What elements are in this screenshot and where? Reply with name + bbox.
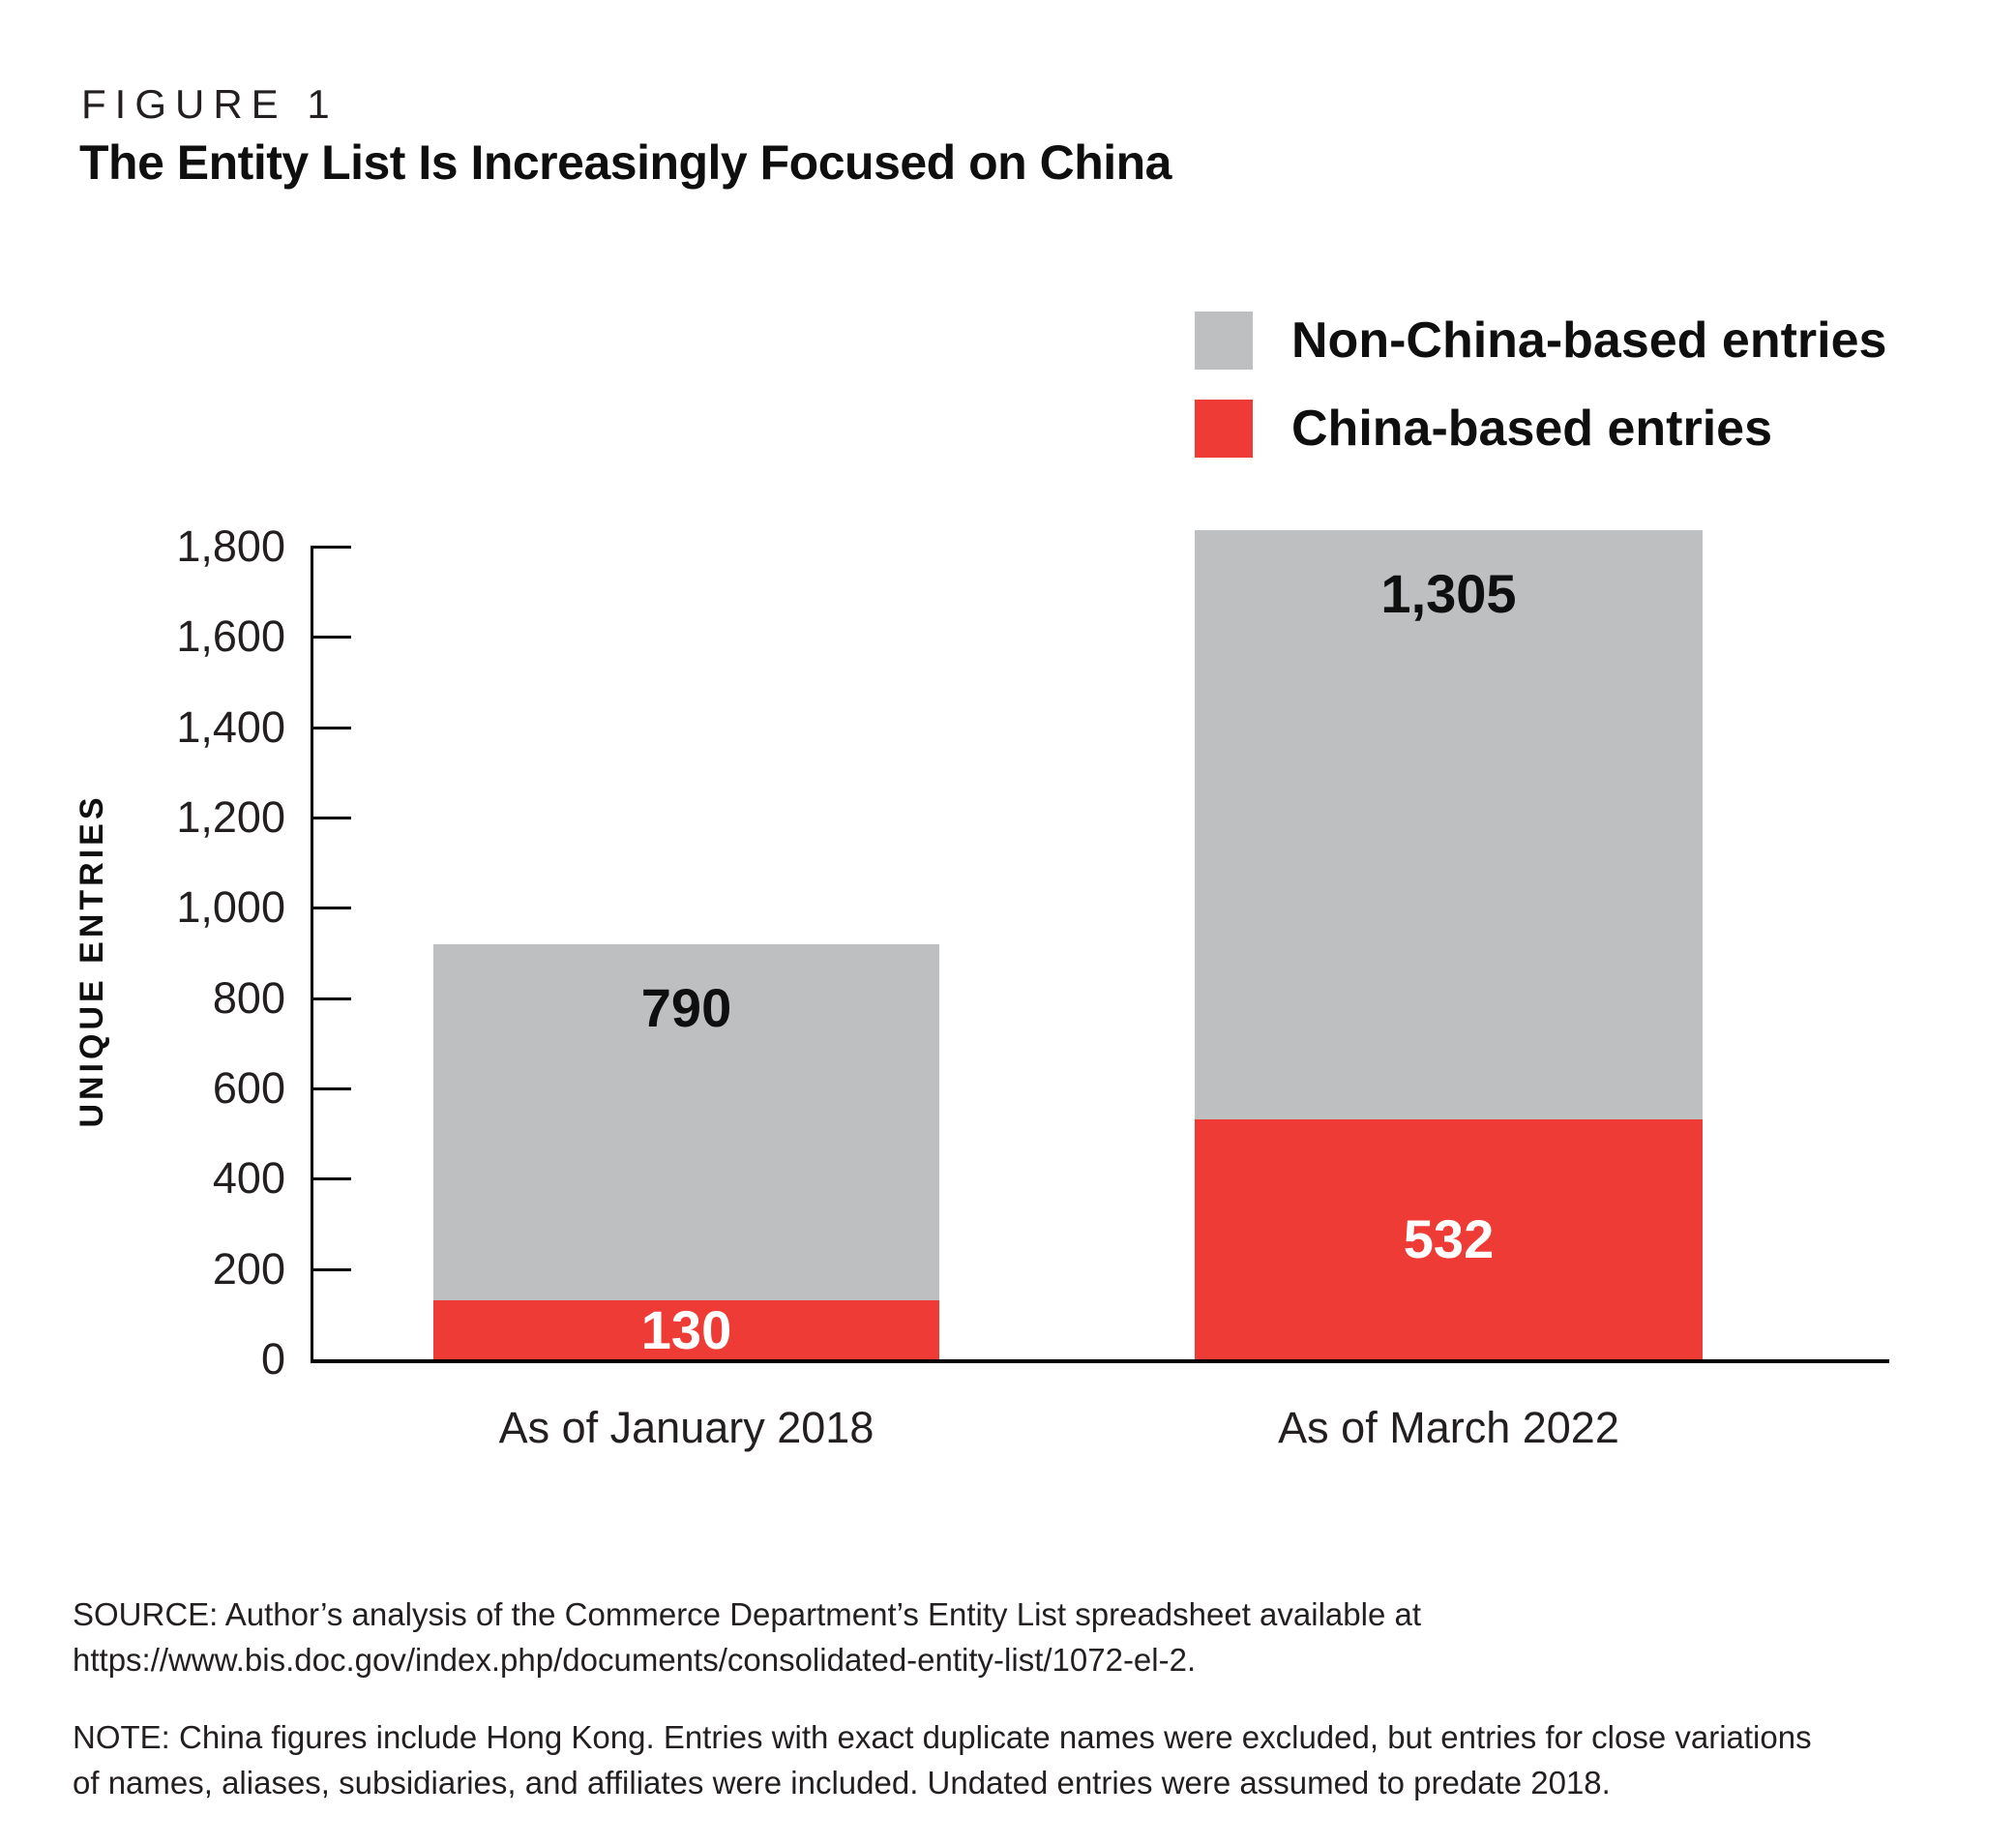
y-axis-tick-label: 1,800 [176,521,285,571]
segment-china-2018: 130 [433,1300,939,1359]
y-axis-tick-label: 1,600 [176,611,285,662]
y-axis-tick [311,726,351,729]
y-axis-tick-label: 600 [212,1063,285,1113]
y-axis-tick-label: 1,000 [176,882,285,933]
x-axis-label-march-2022: As of March 2022 [1278,1403,1619,1452]
y-axis-tick [311,546,351,549]
y-axis-tick [311,636,351,640]
y-axis-line [311,547,313,1361]
segment-non-china-2018: 790 [433,943,939,1301]
value-label-china-2018: 130 [640,1298,732,1360]
y-axis-tick [311,997,351,1000]
note-text: NOTE: China figures include Hong Kong. E… [73,1714,1969,1805]
legend-label-non-china: Non-China-based entries [1291,312,1887,369]
source-line-2: https://www.bis.doc.gov/index.php/docume… [73,1642,1197,1678]
y-axis-tick-label: 200 [212,1243,285,1294]
y-axis-tick-label: 0 [260,1334,285,1384]
y-axis-tick [311,817,351,819]
value-label-non-china-2022: 1,305 [1380,562,1517,624]
value-label-china-2022: 532 [1403,1207,1495,1269]
bar-as-of-january-2018: 790 130 [433,943,939,1359]
y-axis-tick [311,1177,351,1181]
source-line-1: SOURCE: Author’s analysis of the Commerc… [73,1596,1421,1632]
segment-non-china-2022: 1,305 [1195,529,1703,1119]
source-text: SOURCE: Author’s analysis of the Commerc… [73,1592,1969,1682]
note-line-2: of names, aliases, subsidiaries, and aff… [73,1765,1611,1800]
y-axis-tick-label: 400 [212,1153,285,1204]
chart-title: The Entity List Is Increasingly Focused … [79,135,1171,190]
legend-swatch-non-china [1195,312,1253,370]
figure-label: FIGURE 1 [81,81,339,127]
note-line-1: NOTE: China figures include Hong Kong. E… [73,1719,1812,1755]
y-axis-tick-label: 1,400 [176,701,285,752]
segment-china-2022: 532 [1195,1118,1703,1359]
value-label-non-china-2018: 790 [640,976,732,1038]
y-axis-tick [311,1087,351,1090]
legend-swatch-china [1195,400,1253,458]
x-axis-label-january-2018: As of January 2018 [498,1403,875,1452]
legend-label-china: China-based entries [1291,401,1773,457]
bar-as-of-march-2022: 1,305 532 [1195,529,1703,1359]
y-axis-tick [311,1267,351,1271]
y-axis-tick-label: 800 [212,972,285,1023]
y-axis-tick-label: 1,200 [176,792,285,842]
y-axis-tick [311,907,351,910]
x-axis-line [311,1359,1889,1363]
